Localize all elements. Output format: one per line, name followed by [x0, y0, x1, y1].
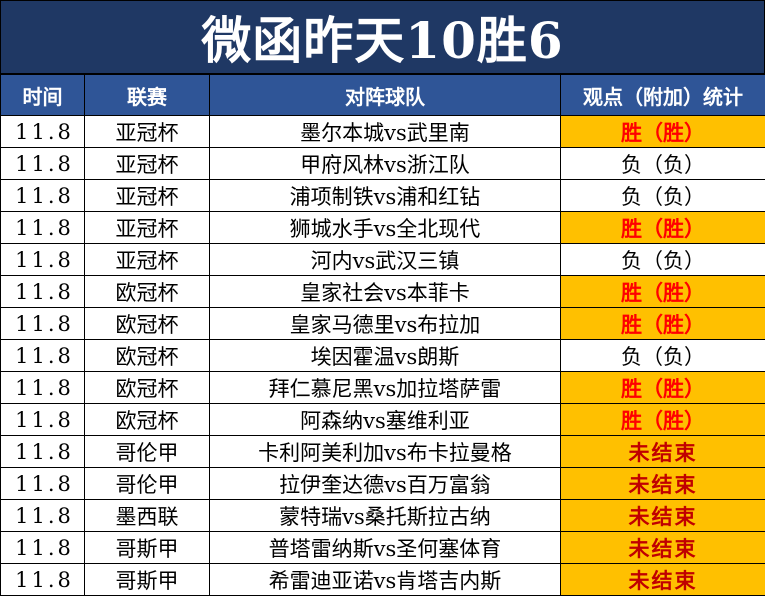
cell-result: 胜（胜）: [561, 116, 765, 148]
cell-date: 11.8: [1, 116, 85, 148]
table-row: 11.8 欧冠杯 皇家社会vs本菲卡 胜（胜）: [1, 276, 765, 308]
cell-match: 希雷迪亚诺vs肯塔吉内斯: [210, 564, 561, 596]
cell-match: 甲府风林vs浙江队: [210, 148, 561, 180]
cell-match: 阿森纳vs塞维利亚: [210, 404, 561, 436]
cell-match: 狮城水手vs全北现代: [210, 212, 561, 244]
cell-result: 胜（胜）: [561, 308, 765, 340]
table-row: 11.8 亚冠杯 河内vs武汉三镇 负（负）: [1, 244, 765, 276]
cell-date: 11.8: [1, 532, 85, 564]
header-match: 对阵球队: [210, 75, 561, 116]
cell-league: 欧冠杯: [85, 372, 210, 404]
table-row: 11.8 亚冠杯 甲府风林vs浙江队 负（负）: [1, 148, 765, 180]
cell-match: 墨尔本城vs武里南: [210, 116, 561, 148]
cell-result: 未结束: [561, 564, 765, 596]
cell-match: 普塔雷纳斯vs圣何塞体育: [210, 532, 561, 564]
cell-result: 未结束: [561, 468, 765, 500]
cell-result: 负（负）: [561, 244, 765, 276]
table-row: 11.8 欧冠杯 皇家马德里vs布拉加 胜（胜）: [1, 308, 765, 340]
cell-result: 胜（胜）: [561, 372, 765, 404]
cell-result: 胜（胜）: [561, 212, 765, 244]
cell-match: 拜仁慕尼黑vs加拉塔萨雷: [210, 372, 561, 404]
cell-date: 11.8: [1, 404, 85, 436]
header-date: 时间: [1, 75, 85, 116]
page-title: 微函昨天10胜6: [0, 0, 765, 74]
cell-match: 卡利阿美利加vs布卡拉曼格: [210, 436, 561, 468]
cell-league: 欧冠杯: [85, 308, 210, 340]
cell-match: 河内vs武汉三镇: [210, 244, 561, 276]
cell-date: 11.8: [1, 244, 85, 276]
cell-match: 埃因霍温vs朗斯: [210, 340, 561, 372]
cell-match: 皇家马德里vs布拉加: [210, 308, 561, 340]
cell-date: 11.8: [1, 372, 85, 404]
table-row: 11.8 哥斯甲 希雷迪亚诺vs肯塔吉内斯 未结束: [1, 564, 765, 596]
cell-league: 哥伦甲: [85, 436, 210, 468]
cell-date: 11.8: [1, 276, 85, 308]
table-row: 11.8 哥斯甲 普塔雷纳斯vs圣何塞体育 未结束: [1, 532, 765, 564]
cell-result: 未结束: [561, 500, 765, 532]
table-row: 11.8 哥伦甲 拉伊奎达德vs百万富翁 未结束: [1, 468, 765, 500]
cell-date: 11.8: [1, 500, 85, 532]
cell-league: 哥斯甲: [85, 564, 210, 596]
table-row: 11.8 欧冠杯 拜仁慕尼黑vs加拉塔萨雷 胜（胜）: [1, 372, 765, 404]
cell-league: 亚冠杯: [85, 148, 210, 180]
cell-league: 亚冠杯: [85, 116, 210, 148]
header-result: 观点（附加）统计: [561, 75, 765, 116]
cell-match: 浦项制铁vs浦和红钻: [210, 180, 561, 212]
cell-date: 11.8: [1, 340, 85, 372]
cell-result: 胜（胜）: [561, 276, 765, 308]
cell-match: 蒙特瑞vs桑托斯拉古纳: [210, 500, 561, 532]
cell-league: 亚冠杯: [85, 244, 210, 276]
cell-date: 11.8: [1, 468, 85, 500]
results-table: 时间 联赛 对阵球队 观点（附加）统计 11.8 亚冠杯 墨尔本城vs武里南 胜…: [0, 74, 765, 596]
cell-league: 墨西联: [85, 500, 210, 532]
cell-league: 亚冠杯: [85, 212, 210, 244]
table-row: 11.8 墨西联 蒙特瑞vs桑托斯拉古纳 未结束: [1, 500, 765, 532]
cell-match: 拉伊奎达德vs百万富翁: [210, 468, 561, 500]
cell-result: 未结束: [561, 532, 765, 564]
table-row: 11.8 亚冠杯 浦项制铁vs浦和红钻 负（负）: [1, 180, 765, 212]
cell-result: 未结束: [561, 436, 765, 468]
cell-date: 11.8: [1, 308, 85, 340]
table-row: 11.8 哥伦甲 卡利阿美利加vs布卡拉曼格 未结束: [1, 436, 765, 468]
table-row: 11.8 欧冠杯 埃因霍温vs朗斯 负（负）: [1, 340, 765, 372]
cell-date: 11.8: [1, 564, 85, 596]
cell-date: 11.8: [1, 212, 85, 244]
cell-league: 欧冠杯: [85, 340, 210, 372]
cell-result: 负（负）: [561, 148, 765, 180]
cell-league: 欧冠杯: [85, 404, 210, 436]
header-row: 时间 联赛 对阵球队 观点（附加）统计: [1, 75, 765, 116]
cell-result: 胜（胜）: [561, 404, 765, 436]
cell-league: 亚冠杯: [85, 180, 210, 212]
table-row: 11.8 欧冠杯 阿森纳vs塞维利亚 胜（胜）: [1, 404, 765, 436]
cell-result: 负（负）: [561, 180, 765, 212]
cell-result: 负（负）: [561, 340, 765, 372]
cell-league: 哥斯甲: [85, 532, 210, 564]
table-row: 11.8 亚冠杯 墨尔本城vs武里南 胜（胜）: [1, 116, 765, 148]
cell-league: 欧冠杯: [85, 276, 210, 308]
table-row: 11.8 亚冠杯 狮城水手vs全北现代 胜（胜）: [1, 212, 765, 244]
cell-match: 皇家社会vs本菲卡: [210, 276, 561, 308]
cell-date: 11.8: [1, 436, 85, 468]
header-league: 联赛: [85, 75, 210, 116]
cell-date: 11.8: [1, 148, 85, 180]
cell-league: 哥伦甲: [85, 468, 210, 500]
cell-date: 11.8: [1, 180, 85, 212]
